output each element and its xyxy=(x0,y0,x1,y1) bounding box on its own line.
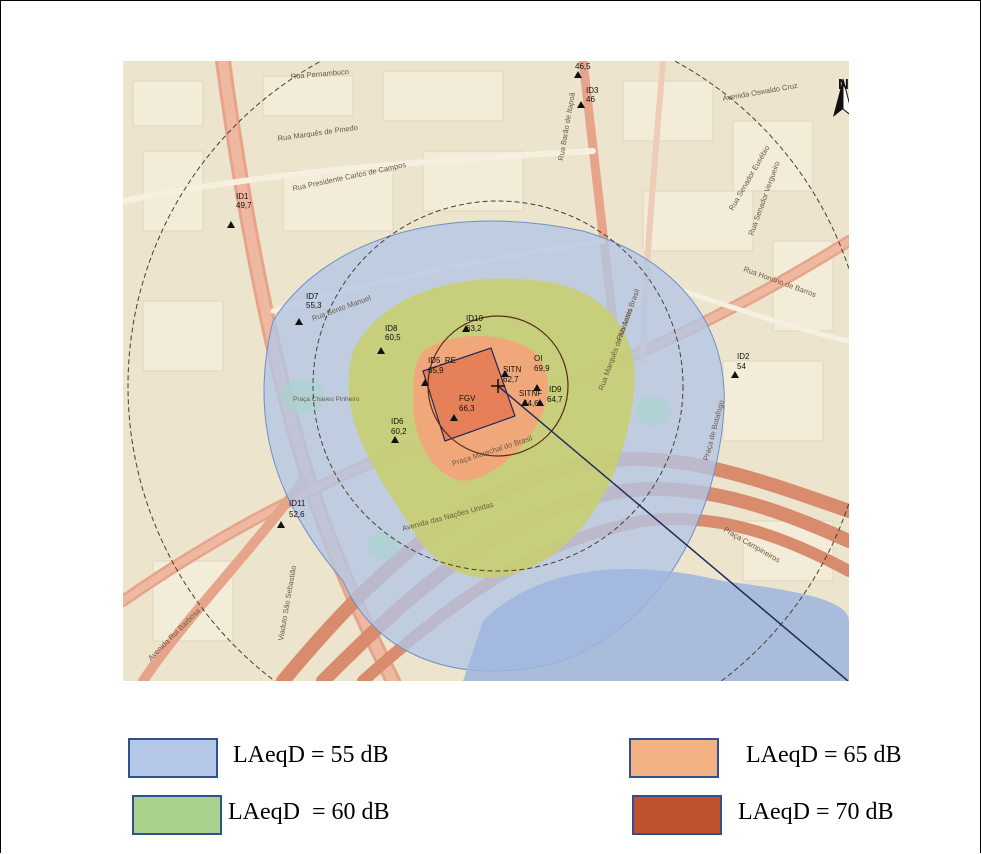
site-label: ID5_RE xyxy=(428,356,456,365)
noise-map: N Rua Pernambuco Rua Marquês de Pinedo R… xyxy=(123,61,849,681)
site-label: ID1 xyxy=(236,192,249,201)
site-label: FGV xyxy=(459,394,476,403)
site-value: 60,5 xyxy=(385,333,401,342)
legend-label-60-db: LAeqD = 60 dB xyxy=(228,799,390,825)
contour-70-db xyxy=(422,347,516,442)
legend-label-55-db: LAeqD = 55 dB xyxy=(233,742,389,768)
legend-label-65-db: LAeqD = 65 dB xyxy=(746,742,902,768)
site-label: ID6 xyxy=(391,417,404,426)
contour-55-db-lower xyxy=(463,569,849,681)
site-value: 69,9 xyxy=(534,364,550,373)
site-value: 52,6 xyxy=(289,510,305,519)
legend-label-70-db: LAeqD = 70 dB xyxy=(738,799,894,825)
north-arrow-icon xyxy=(833,78,849,117)
site-label: SITNF xyxy=(519,389,542,398)
site-label: ID3 xyxy=(586,86,599,95)
site-label: OI xyxy=(534,354,542,363)
site-value: 63,2 xyxy=(466,324,482,333)
legend-item-55-db: LAeqD = 55 dB xyxy=(128,738,458,778)
legend-swatch-60-db xyxy=(132,795,222,835)
site-markers xyxy=(227,71,739,528)
site-label: SITN xyxy=(503,365,521,374)
radius-line xyxy=(497,385,849,681)
parks xyxy=(281,378,671,560)
street-label: Praça Chaves Pinheiro xyxy=(293,396,360,403)
site-value: 49,7 xyxy=(236,201,252,210)
legend-swatch-65-db xyxy=(629,738,719,778)
site-value: 46 xyxy=(586,95,595,104)
site-value: 66,3 xyxy=(459,404,475,413)
site-label: ID7 xyxy=(306,292,319,301)
site-value: 60,2 xyxy=(391,427,407,436)
site-label: ID9 xyxy=(549,385,562,394)
site-label: ID11 xyxy=(289,499,306,508)
site-label: ID2 xyxy=(737,352,750,361)
site-value: 55,3 xyxy=(306,301,322,310)
site-value: 65,9 xyxy=(428,366,444,375)
center-crosshair-icon xyxy=(491,379,505,393)
site-label: 46,5 xyxy=(575,62,591,71)
site-value: 64,6 xyxy=(523,399,539,408)
city-blocks xyxy=(132,70,834,642)
site-value: 54 xyxy=(737,362,746,371)
site-label: ID8 xyxy=(385,324,398,333)
site-labels: 46,5 ID3 46 ID1 49,7 ID7 55,3 ID8 60,5 I… xyxy=(236,62,750,519)
legend-swatch-55-db xyxy=(128,738,218,778)
site-value: 62,7 xyxy=(503,375,519,384)
site-value: 64,7 xyxy=(547,395,563,404)
legend-item-60-db: LAeqD = 60 dB xyxy=(132,795,462,835)
legend-item-65-db: LAeqD = 65 dB xyxy=(629,738,959,778)
legend-item-70-db: LAeqD = 70 dB xyxy=(632,795,962,835)
legend-swatch-70-db xyxy=(632,795,722,835)
north-label: N xyxy=(838,76,849,93)
site-label: ID10 xyxy=(466,314,483,323)
